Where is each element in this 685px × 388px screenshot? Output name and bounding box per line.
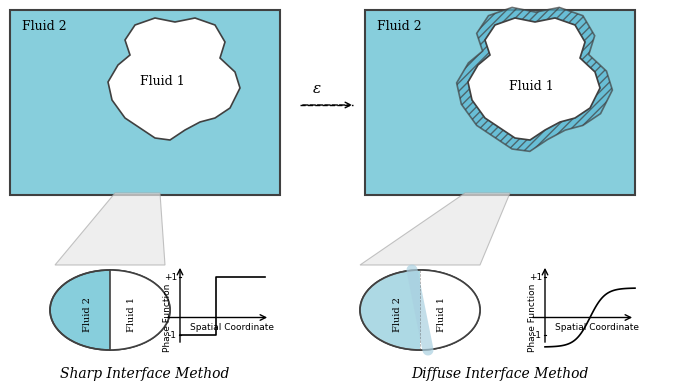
Text: Spatial Coordinate: Spatial Coordinate bbox=[556, 324, 640, 333]
Text: +1: +1 bbox=[529, 272, 542, 282]
Text: Fluid 1: Fluid 1 bbox=[509, 80, 553, 93]
Ellipse shape bbox=[360, 270, 480, 350]
Text: Spatial Coordinate: Spatial Coordinate bbox=[190, 324, 275, 333]
FancyBboxPatch shape bbox=[10, 10, 280, 195]
Text: Fluid 1: Fluid 1 bbox=[438, 298, 447, 333]
Ellipse shape bbox=[50, 270, 170, 350]
Text: Fluid 2: Fluid 2 bbox=[377, 20, 422, 33]
Polygon shape bbox=[55, 193, 165, 265]
FancyBboxPatch shape bbox=[365, 10, 635, 195]
Text: Fluid 2: Fluid 2 bbox=[84, 298, 92, 333]
Text: Phase Function: Phase Function bbox=[529, 283, 538, 352]
Text: Sharp Interface Method: Sharp Interface Method bbox=[60, 367, 229, 381]
Text: Fluid 2: Fluid 2 bbox=[393, 298, 403, 333]
Text: Fluid 1: Fluid 1 bbox=[127, 298, 136, 333]
Ellipse shape bbox=[50, 270, 170, 350]
Text: -1: -1 bbox=[168, 331, 177, 340]
Text: -1: -1 bbox=[533, 331, 542, 340]
Text: Diffuse Interface Method: Diffuse Interface Method bbox=[411, 367, 588, 381]
Ellipse shape bbox=[360, 270, 480, 350]
Polygon shape bbox=[360, 193, 510, 265]
Text: Fluid 1: Fluid 1 bbox=[140, 75, 184, 88]
Text: Phase Function: Phase Function bbox=[164, 283, 173, 352]
Text: +1: +1 bbox=[164, 272, 177, 282]
Text: Fluid 2: Fluid 2 bbox=[22, 20, 66, 33]
Polygon shape bbox=[468, 18, 600, 140]
Polygon shape bbox=[457, 7, 612, 151]
Polygon shape bbox=[468, 18, 600, 140]
Text: ε: ε bbox=[313, 82, 321, 96]
Polygon shape bbox=[108, 18, 240, 140]
